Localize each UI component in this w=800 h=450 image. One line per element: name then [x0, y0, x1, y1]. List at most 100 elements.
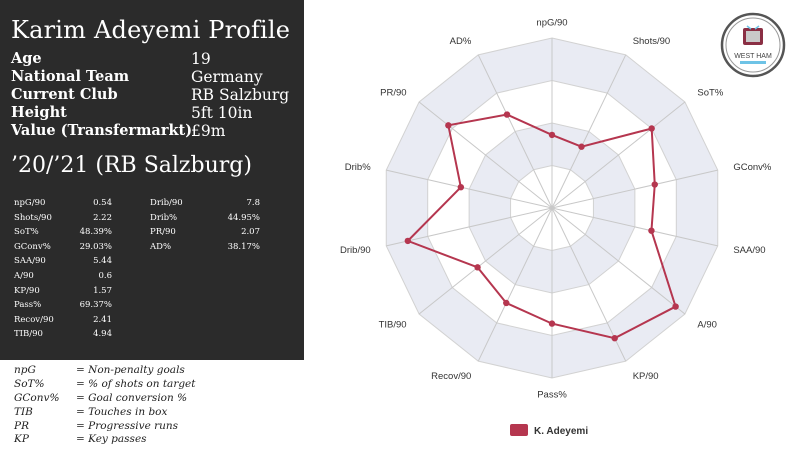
stat-value: 69.37% [79, 300, 112, 311]
stat-row: SAA/90 5.44 [14, 254, 112, 269]
stat-row: Drib/90 7.8 [150, 196, 260, 211]
stat-value: 48.39% [79, 227, 112, 238]
data-point [651, 181, 658, 188]
axis-label: GConv% [733, 162, 772, 173]
glossary-abbr: SoT% [14, 377, 45, 390]
logo-text: WEST HAM [734, 53, 772, 60]
info-label: Current Club [11, 86, 118, 103]
axis-label: Drib/90 [340, 245, 371, 256]
stat-value: 2.22 [93, 212, 112, 223]
axis-label: PR/90 [380, 88, 406, 99]
glossary-abbr: KP [14, 433, 29, 446]
info-label: Age [11, 50, 42, 67]
stat-label: Drib/90 [150, 198, 183, 208]
stat-label: Recov/90 [14, 314, 54, 325]
axis-label: A/90 [697, 319, 717, 330]
stat-label: Drib% [150, 212, 178, 223]
stat-label: SAA/90 [14, 256, 46, 267]
data-point [474, 264, 481, 271]
stat-value: 4.94 [93, 329, 112, 340]
stat-label: A/90 [14, 270, 34, 281]
data-point [648, 227, 655, 234]
stats-column-right: Drib/90 7.8 Drib% 44.95% PR/90 2.07 AD% 38.17% [150, 196, 260, 254]
axis-label: KP/90 [633, 371, 659, 382]
info-row: Age 19 [11, 50, 301, 68]
stat-label: AD% [150, 241, 172, 252]
stat-row: GConv% 29.03% [14, 240, 112, 255]
axis-label: npG/90 [536, 18, 567, 29]
profile-title: Karim Adeyemi Profile [11, 16, 291, 44]
radar-spoke [386, 169, 553, 209]
info-value: RB Salzburg [191, 86, 290, 104]
radar-spoke [551, 207, 718, 247]
legend-label: K. Adeyemi [534, 426, 588, 437]
glossary-abbr: PR [14, 419, 29, 432]
glossary-meaning: = Key passes [76, 433, 147, 446]
radar-spoke [551, 169, 718, 209]
stat-row: Drib% 44.95% [150, 211, 260, 226]
info-value: £9m [191, 122, 226, 140]
info-value: 19 [191, 50, 211, 68]
data-point [503, 299, 510, 307]
axis-label: TIB/90 [379, 319, 407, 330]
stat-row: A/90 0.6 [14, 269, 112, 284]
stat-label: Pass% [14, 300, 42, 311]
stat-row: Recov/90 2.41 [14, 313, 112, 328]
stat-row: Shots/90 2.22 [14, 211, 112, 226]
radar-spoke [551, 207, 686, 315]
glossary-abbr: npG [14, 364, 36, 376]
info-value: 5ft 10in [191, 104, 253, 122]
glossary-meaning: = Touches in box [76, 405, 168, 418]
stats-column-left: npG/90 0.54 Shots/90 2.22 SoT% 48.39% GConv% 29… [14, 196, 112, 342]
stat-row: AD% 38.17% [150, 240, 260, 255]
data-point [457, 183, 465, 191]
glossary-meaning: = Progressive runs [76, 419, 179, 432]
axis-label: AD% [450, 36, 472, 47]
stat-label: Shots/90 [14, 212, 52, 223]
west-ham-logo: WEST HAM [720, 12, 786, 78]
info-row: Height 5ft 10in [11, 104, 301, 122]
axis-label: SoT% [697, 88, 723, 99]
radar-spoke [477, 54, 553, 209]
stat-value: 38.17% [227, 241, 260, 252]
data-point [404, 237, 412, 245]
radar-spoke [386, 207, 553, 247]
stat-row: npG/90 0.54 [14, 196, 112, 211]
season-heading: ’20/’21 (RB Salzburg) [11, 153, 252, 178]
stat-row: SoT% 48.39% [14, 225, 112, 240]
stat-row: KP/90 1.57 [14, 284, 112, 299]
stat-value: 0.6 [98, 270, 112, 281]
glossary-abbr: TIB [14, 405, 33, 418]
stat-value: 1.57 [93, 285, 112, 296]
stat-label: TIB/90 [14, 329, 43, 340]
stat-row: Pass% 69.37% [14, 298, 112, 313]
glossary-abbr: GConv% [14, 391, 60, 404]
player-info: Age 19 National Team Germany Current Club RB … [11, 50, 301, 140]
glossary-meaning: = Non-penalty goals [76, 364, 185, 376]
info-label: National Team [11, 68, 130, 85]
stat-label: PR/90 [150, 227, 176, 238]
radar-spoke [551, 54, 627, 209]
stat-label: SoT% [14, 227, 39, 238]
radar-spoke [551, 101, 686, 209]
stat-value: 29.03% [79, 241, 112, 252]
data-point [548, 320, 556, 327]
data-point [445, 122, 452, 129]
stat-row: PR/90 2.07 [150, 225, 260, 240]
axis-label: SAA/90 [733, 245, 765, 256]
axis-label: Recov/90 [431, 371, 471, 382]
stat-value: 0.54 [93, 198, 112, 208]
data-point [611, 334, 618, 342]
radar-spoke [418, 207, 553, 315]
stat-value: 7.8 [246, 198, 260, 208]
info-row: Current Club RB Salzburg [11, 86, 301, 104]
axis-label: Shots/90 [633, 36, 671, 47]
info-label: Value (Transfermarkt) [11, 122, 193, 139]
profile-panel: Karim Adeyemi Profile Age 19 National Team… [0, 0, 304, 360]
stat-label: npG/90 [14, 198, 46, 208]
data-point [648, 125, 655, 132]
legend-swatch [510, 424, 528, 436]
stat-value: 5.44 [93, 256, 112, 267]
info-row: National Team Germany [11, 68, 301, 86]
axis-label: Pass% [537, 390, 567, 401]
